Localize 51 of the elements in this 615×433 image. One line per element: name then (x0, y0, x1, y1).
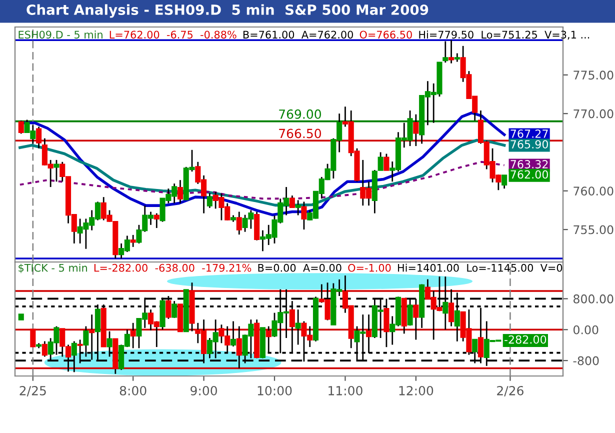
candlestick (154, 212, 160, 229)
y-tick-label: 775.00 (574, 70, 614, 80)
ref-line-label: 769.00 (279, 109, 321, 119)
candlestick (130, 234, 136, 248)
chart-title: $TICK - 5 min (18, 264, 87, 274)
y-tick-label: 770.00 (574, 109, 614, 118)
y-tick-label: 800.00 (574, 294, 614, 304)
annotation: -282.00 (504, 335, 546, 344)
annotation: B=761.00 A=762.00 (243, 30, 354, 39)
data-label: 763.32 (510, 160, 548, 168)
x-tick-label: 2/25 (20, 386, 46, 396)
candlestick (384, 153, 390, 171)
x-tick-label: 9:00 (190, 386, 217, 396)
candlestick (301, 201, 307, 230)
candlestick (206, 192, 212, 209)
candlestick (18, 120, 24, 134)
annotation: 762.00 (510, 170, 548, 179)
candlestick (289, 194, 295, 208)
annotation: B=0.00 A=0.00 (258, 264, 342, 272)
annotation: Hi=1401.00 Lo=-1145.00 V=0 (398, 264, 562, 272)
x-tick-label: 12:00 (399, 386, 434, 396)
candlestick (36, 126, 42, 150)
candlestick (448, 39, 454, 64)
candlestick (230, 320, 236, 348)
candlestick (130, 322, 136, 349)
annotation: L=762.00 -6.75 -0.88% (110, 30, 236, 39)
y-tick-label: 0.00 (574, 325, 598, 334)
annotation: L=-282.00 -638.00 -179.21% (94, 264, 252, 272)
x-tick-label: 10:00 (258, 386, 292, 396)
candlestick (177, 179, 184, 204)
y-tick-label: 760.00 (574, 186, 614, 196)
x-tick-label: 2/26 (497, 386, 524, 396)
candlestick (442, 40, 448, 64)
candlestick (54, 159, 60, 182)
candlestick (236, 211, 242, 236)
annotation: O=766.50 (360, 30, 412, 39)
candlestick (30, 328, 36, 348)
x-tick-label: 11:00 (328, 386, 362, 396)
data-label: 765.90 (510, 140, 548, 148)
candlestick (295, 199, 301, 216)
annotation: Hi=779.50 Lo=751.25 V=3,1 ... (419, 30, 590, 40)
ref-line-label: 766.50 (279, 128, 321, 138)
data-label: 767.27 (510, 130, 548, 138)
y-tick-label: 755.00 (574, 225, 614, 234)
annotation: O=-1.00 (348, 264, 391, 272)
candlestick (295, 308, 301, 346)
y-tick-label: -800 (573, 356, 599, 366)
candlestick (502, 174, 508, 190)
chart-subtitle: Chart Analysis - ESH09.D 5 min S&P 500 Mar 2009 (26, 4, 428, 18)
x-tick-label: 8:00 (120, 386, 146, 396)
candlestick (413, 114, 419, 147)
